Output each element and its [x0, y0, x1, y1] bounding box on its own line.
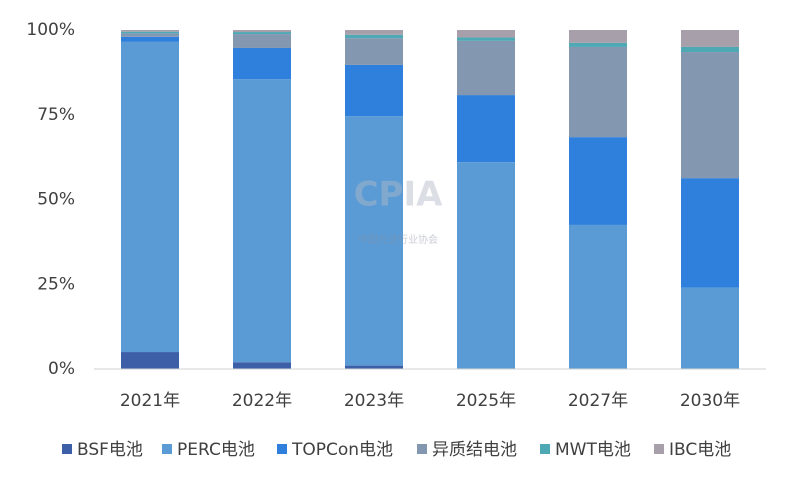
bar-segment	[681, 46, 739, 53]
x-tick-label: 2023年	[344, 391, 404, 411]
bar-segment	[681, 287, 739, 369]
legend-swatch	[654, 444, 664, 454]
x-tick-label: 2027年	[568, 391, 628, 411]
x-tick-label: 2021年	[120, 391, 180, 411]
bar-segment	[457, 37, 515, 41]
bar-segment	[681, 178, 739, 288]
x-tick-label: 2025年	[456, 391, 516, 411]
legend-swatch	[277, 444, 287, 454]
bar-segment	[233, 362, 291, 369]
bar-segment	[233, 32, 291, 35]
bar-segment	[345, 30, 403, 35]
y-tick-label: 0%	[48, 359, 75, 379]
bar-segment	[457, 40, 515, 96]
bar-segment	[121, 352, 179, 369]
bar-segment	[121, 33, 179, 37]
bar-segment	[345, 64, 403, 117]
bar-segment	[121, 30, 179, 32]
bar-segment	[345, 365, 403, 369]
y-tick-label: 100%	[26, 20, 75, 40]
legend-label: 异质结电池	[432, 440, 517, 460]
bar-segment	[121, 31, 179, 34]
legend-swatch	[162, 444, 172, 454]
y-tick-label: 25%	[37, 274, 75, 294]
bar-segment	[233, 47, 291, 80]
y-tick-label: 50%	[37, 190, 75, 210]
legend-label: PERC电池	[177, 440, 255, 460]
legend-label: TOPCon电池	[291, 440, 393, 460]
watermark: CPIA 中国光伏行业协会	[354, 175, 444, 247]
x-tick-label: 2030年	[680, 391, 740, 411]
legend-swatch	[62, 444, 72, 454]
bar-segment	[681, 52, 739, 179]
bar-segment	[457, 30, 515, 38]
bar-segment	[457, 162, 515, 369]
legend-label: IBC电池	[669, 440, 731, 460]
bar-segment	[569, 224, 627, 369]
bar-segment	[345, 116, 403, 366]
legend-swatch	[540, 444, 550, 454]
bar-segment	[569, 42, 627, 47]
bar-segment	[569, 137, 627, 225]
bar-segment	[457, 95, 515, 163]
watermark-logo: CPIA	[354, 175, 444, 215]
bar-segment	[121, 41, 179, 353]
bar-segment	[345, 34, 403, 39]
bar-segment	[345, 38, 403, 65]
bar-segment	[233, 79, 291, 363]
bar-segment	[569, 46, 627, 138]
bar-segment	[121, 36, 179, 42]
bar-segment	[233, 30, 291, 33]
x-tick-label: 2022年	[232, 391, 292, 411]
bar-segment	[569, 30, 627, 43]
legend-label: BSF电池	[77, 440, 143, 460]
watermark-text: 中国光伏行业协会	[358, 233, 438, 246]
y-tick-label: 75%	[37, 105, 75, 125]
legend-swatch	[417, 444, 427, 454]
legend-label: MWT电池	[555, 440, 631, 460]
bar-segment	[681, 30, 739, 47]
bar-segment	[233, 34, 291, 48]
